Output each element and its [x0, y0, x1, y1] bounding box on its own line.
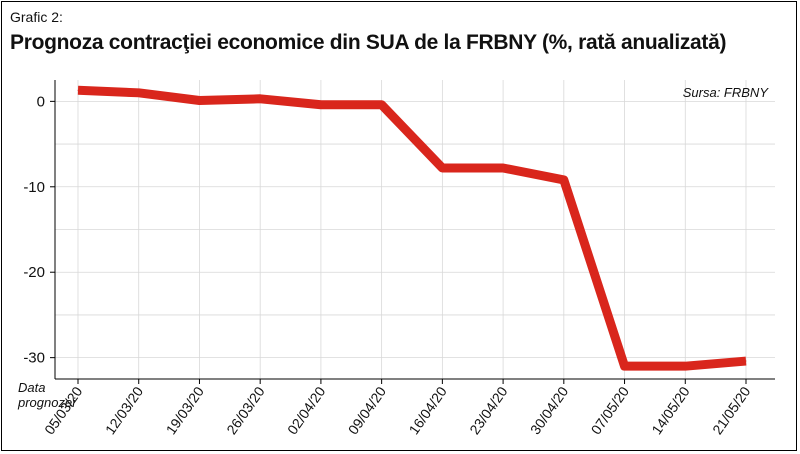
y-tick-label: -20: [23, 264, 45, 281]
data-point: [624, 365, 626, 367]
series-line: [77, 85, 747, 371]
y-tick-label: 0: [37, 93, 45, 110]
x-tick-label: 14/05/20: [648, 383, 692, 437]
x-tick-label: 16/04/20: [405, 383, 449, 437]
grid: [55, 80, 775, 379]
y-tick-label: -30: [23, 350, 45, 367]
data-point: [381, 104, 383, 106]
x-tick-label: 30/04/20: [527, 383, 571, 437]
x-tick-label: 19/03/20: [163, 383, 207, 437]
x-axis-caption-line-2: prognozei: [17, 395, 76, 410]
data-point: [138, 92, 140, 94]
chart-subtitle: Grafic 2:: [10, 9, 63, 25]
data-point: [77, 89, 79, 91]
x-tick-label: 02/04/20: [284, 383, 328, 437]
data-point: [198, 100, 200, 102]
axes: [54, 80, 775, 380]
data-point: [563, 179, 565, 181]
x-tick-label: 21/05/20: [709, 383, 753, 437]
x-tick-label: 12/03/20: [102, 383, 146, 437]
y-tick-label: -10: [23, 179, 45, 196]
chart-title: Prognoza contracţiei economice din SUA d…: [10, 31, 727, 54]
y-axis-ticks: 0 -10 -20 -30: [23, 93, 55, 367]
series: [77, 85, 747, 371]
data-point: [259, 98, 261, 100]
data-point: [320, 104, 322, 106]
x-axis-caption-line-1: Data: [18, 380, 45, 395]
x-tick-label: 05/03/20: [41, 383, 85, 437]
data-point: [745, 360, 747, 362]
x-tick-label: 07/05/20: [588, 383, 632, 437]
data-point: [684, 365, 686, 367]
data-point: [502, 167, 504, 169]
x-tick-label: 09/04/20: [345, 383, 389, 437]
x-tick-label: 23/04/20: [466, 383, 510, 437]
x-axis-ticks: 05/03/20 12/03/20 19/03/20 26/03/20 02/04/20…: [41, 379, 754, 437]
source-note: Sursa: FRBNY: [683, 85, 770, 100]
data-point: [441, 167, 443, 169]
x-tick-label: 26/03/20: [223, 383, 267, 437]
